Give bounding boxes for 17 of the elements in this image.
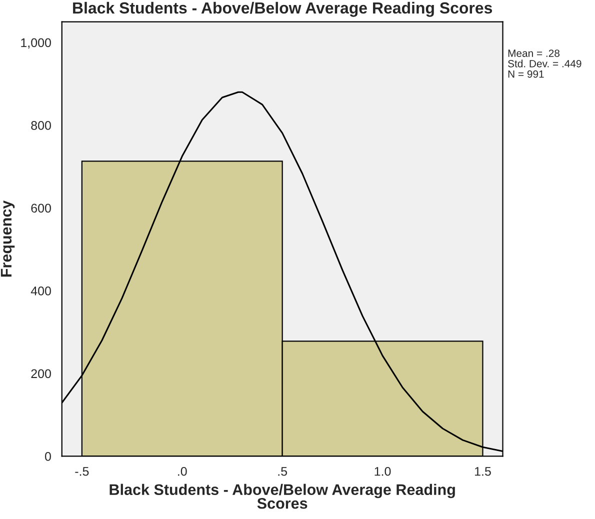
x-tick-label: -.5 <box>75 467 89 476</box>
y-tick-label: 800 <box>31 121 51 130</box>
y-tick-label: 1,000 <box>21 38 51 49</box>
chart-title: Black Students - Above/Below Average Reading Scores <box>73 2 492 17</box>
x-tick-label: 1.5 <box>475 467 491 476</box>
x-tick-label: .5 <box>278 467 288 476</box>
y-tick-label: 0 <box>45 452 51 461</box>
x-tick-label: .0 <box>178 466 187 476</box>
y-tick-label: 600 <box>31 204 51 213</box>
y-tick-label: 200 <box>31 369 51 378</box>
text: N = 991 <box>508 70 544 78</box>
y-axis-title: Frequency <box>0 200 15 277</box>
x-tick-label: 1.0 <box>374 466 391 476</box>
y-tick-label: 400 <box>30 286 51 296</box>
text: Std. Dev. = .449 <box>508 60 582 68</box>
text: Mean = .28 <box>508 50 560 57</box>
x-axis-title: Black Students - Above/Below Average Reading Scores <box>110 484 455 509</box>
